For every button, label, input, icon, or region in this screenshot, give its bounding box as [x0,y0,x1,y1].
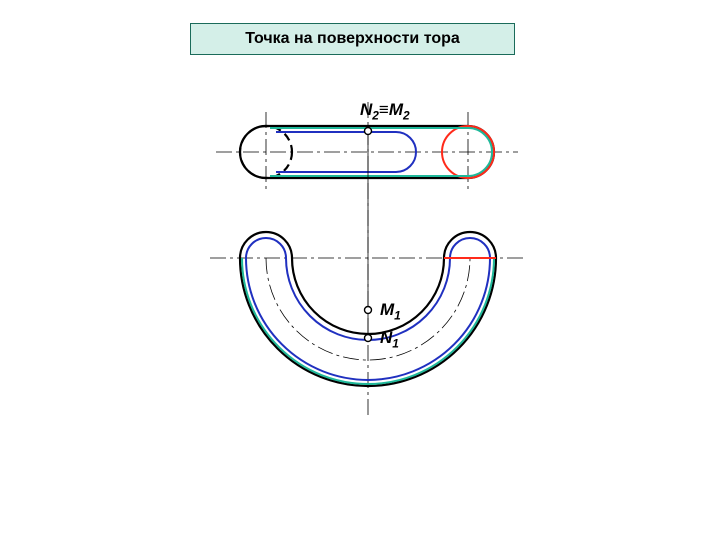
label-n2-m2: N2≡M2 [360,100,410,122]
label-m1: M1 [380,300,401,322]
point-n1 [365,335,372,342]
label-n1: N1 [380,328,399,350]
point-m1 [365,307,372,314]
torus-diagram [0,0,720,540]
point-n2-m2 [365,128,372,135]
